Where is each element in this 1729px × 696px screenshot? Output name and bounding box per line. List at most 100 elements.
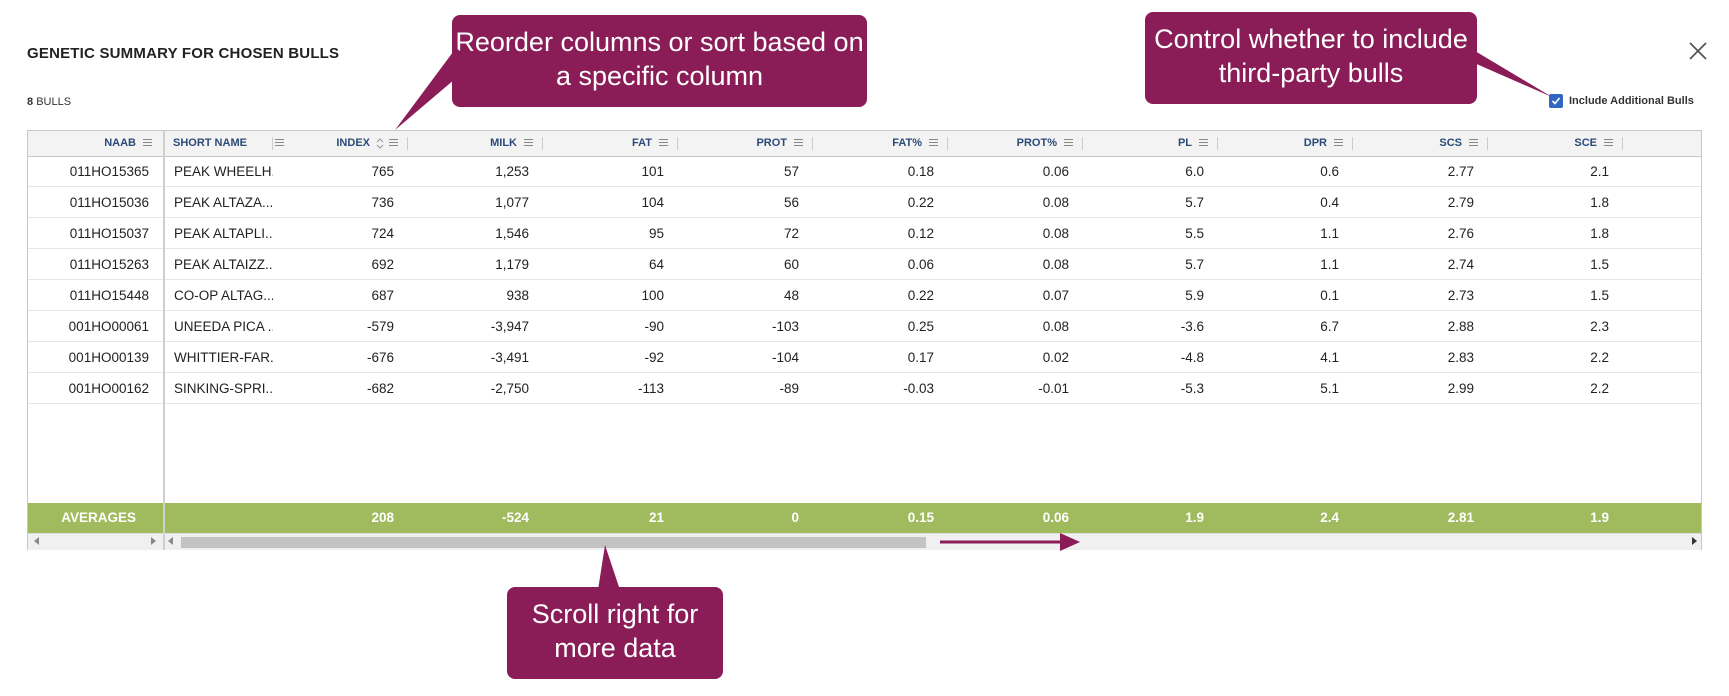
cell-fat: 104 bbox=[641, 195, 664, 210]
column-menu-icon[interactable] bbox=[143, 139, 152, 147]
cell-prot-pct: 0.06 bbox=[1042, 164, 1069, 179]
horizontal-scrollbar[interactable] bbox=[28, 533, 1701, 550]
cell-prot-pct: 0.08 bbox=[1042, 257, 1069, 272]
cell-short-name: PEAK ALTAPLI... bbox=[174, 226, 273, 241]
column-resize-handle[interactable] bbox=[542, 137, 543, 150]
column-header-label: DPR bbox=[1303, 137, 1327, 149]
average-index: 208 bbox=[371, 510, 394, 525]
pinned-column-divider bbox=[163, 131, 165, 534]
cell-dpr: 1.1 bbox=[1320, 257, 1339, 272]
column-resize-handle[interactable] bbox=[1217, 137, 1218, 150]
column-menu-icon[interactable] bbox=[275, 139, 284, 147]
cell-fat-pct: -0.03 bbox=[903, 381, 934, 396]
close-button[interactable] bbox=[1685, 38, 1711, 64]
column-menu-icon[interactable] bbox=[524, 139, 533, 147]
column-resize-handle[interactable] bbox=[677, 137, 678, 150]
cell-prot: 57 bbox=[783, 164, 799, 179]
cell-milk: 1,546 bbox=[495, 226, 529, 241]
cell-prot: -103 bbox=[771, 319, 799, 334]
include-additional-bulls-label: Include Additional Bulls bbox=[1569, 95, 1694, 107]
cell-short-name: UNEEDA PICA ... bbox=[174, 319, 273, 334]
table-row[interactable]: 011HO15036 PEAK ALTAZA... 736 1,077 104 56 0.2… bbox=[28, 187, 1701, 218]
average-fat-pct: 0.15 bbox=[907, 510, 934, 525]
scroll-right-arrow-icon[interactable] bbox=[151, 537, 156, 545]
column-resize-handle[interactable] bbox=[1082, 137, 1083, 150]
cell-naab: 001HO00162 bbox=[68, 381, 149, 396]
cell-prot-pct: 0.07 bbox=[1042, 288, 1069, 303]
column-header-fat[interactable]: FAT bbox=[543, 131, 678, 156]
column-menu-icon[interactable] bbox=[1604, 139, 1613, 147]
include-additional-bulls-checkbox[interactable] bbox=[1549, 94, 1563, 108]
column-header-scs[interactable]: SCS bbox=[1353, 131, 1488, 156]
column-resize-handle[interactable] bbox=[1352, 137, 1353, 150]
column-menu-icon[interactable] bbox=[389, 139, 398, 147]
cell-dpr: 0.1 bbox=[1320, 288, 1339, 303]
cell-milk: -3,947 bbox=[490, 319, 529, 334]
column-resize-handle[interactable] bbox=[1622, 137, 1623, 150]
column-menu-icon[interactable] bbox=[1064, 139, 1073, 147]
cell-short-name: WHITTIER-FAR... bbox=[174, 350, 273, 365]
column-header-sce[interactable]: SCE bbox=[1488, 131, 1623, 156]
column-menu-icon[interactable] bbox=[794, 139, 803, 147]
table-row[interactable]: 011HO15037 PEAK ALTAPLI... 724 1,546 95 72 0.1… bbox=[28, 218, 1701, 249]
column-header-label: SHORT NAME bbox=[173, 137, 247, 149]
column-resize-handle[interactable] bbox=[1487, 137, 1488, 150]
average-prot: 0 bbox=[791, 510, 799, 525]
column-header-milk[interactable]: MILK bbox=[408, 131, 543, 156]
table-row[interactable]: 001HO00162 SINKING-SPRI... -682 -2,750 -113 -… bbox=[28, 373, 1701, 404]
column-resize-handle[interactable] bbox=[407, 137, 408, 150]
cell-milk: 1,179 bbox=[495, 257, 529, 272]
cell-prot: -104 bbox=[771, 350, 799, 365]
main-scroll-right-arrow-icon[interactable] bbox=[1692, 537, 1697, 545]
cell-pl: -3.6 bbox=[1180, 319, 1204, 334]
modal-title: GENETIC SUMMARY FOR CHOSEN BULLS bbox=[27, 45, 340, 62]
bull-count: 8 BULLS bbox=[27, 96, 71, 108]
column-header-prot-pct[interactable]: PROT% bbox=[948, 131, 1083, 156]
column-header-short-name[interactable]: SHORT NAME bbox=[165, 131, 284, 156]
column-header-prot[interactable]: PROT bbox=[678, 131, 813, 156]
column-header-naab[interactable]: NAAB bbox=[28, 131, 162, 156]
cell-sce: 1.8 bbox=[1590, 226, 1609, 241]
include-additional-bulls[interactable]: Include Additional Bulls bbox=[1549, 94, 1694, 108]
scroll-left-arrow-icon[interactable] bbox=[34, 537, 39, 545]
column-header-dpr[interactable]: DPR bbox=[1218, 131, 1353, 156]
cell-prot: 72 bbox=[783, 226, 799, 241]
cell-index: -676 bbox=[366, 350, 394, 365]
column-menu-icon[interactable] bbox=[1199, 139, 1208, 147]
column-menu-icon[interactable] bbox=[1334, 139, 1343, 147]
average-pl: 1.9 bbox=[1185, 510, 1204, 525]
cell-naab: 001HO00139 bbox=[68, 350, 149, 365]
main-scroll-left-arrow-icon[interactable] bbox=[168, 537, 173, 545]
cell-prot-pct: 0.08 bbox=[1042, 195, 1069, 210]
column-header-index[interactable]: INDEX bbox=[273, 131, 408, 156]
column-resize-handle[interactable] bbox=[272, 137, 273, 150]
table-row[interactable]: 011HO15263 PEAK ALTAIZZ... 692 1,179 64 60 0.0… bbox=[28, 249, 1701, 280]
cell-milk: -2,750 bbox=[490, 381, 529, 396]
cell-fat-pct: 0.18 bbox=[907, 164, 934, 179]
cell-pl: 5.7 bbox=[1185, 257, 1204, 272]
column-header-pl[interactable]: PL bbox=[1083, 131, 1218, 156]
column-header-label: MILK bbox=[490, 137, 517, 149]
column-header-label: NAAB bbox=[104, 137, 136, 149]
callout-reorder: Reorder columns or sort based on a speci… bbox=[452, 15, 867, 107]
cell-sce: 2.2 bbox=[1590, 350, 1609, 365]
scrollbar-thumb[interactable] bbox=[181, 537, 926, 548]
column-resize-handle[interactable] bbox=[947, 137, 948, 150]
table-row[interactable]: 001HO00139 WHITTIER-FAR... -676 -3,491 -92 -1… bbox=[28, 342, 1701, 373]
third-party-pointer bbox=[1470, 48, 1552, 97]
cell-prot-pct: 0.08 bbox=[1042, 226, 1069, 241]
column-menu-icon[interactable] bbox=[659, 139, 668, 147]
cell-milk: -3,491 bbox=[490, 350, 529, 365]
average-prot-pct: 0.06 bbox=[1042, 510, 1069, 525]
column-menu-icon[interactable] bbox=[929, 139, 938, 147]
column-header-fat-pct[interactable]: FAT% bbox=[813, 131, 948, 156]
column-resize-handle[interactable] bbox=[812, 137, 813, 150]
table-row[interactable]: 011HO15365 PEAK WHEELH... 765 1,253 101 57 0.1… bbox=[28, 156, 1701, 187]
table-row[interactable]: 001HO00061 UNEEDA PICA ... -579 -3,947 -90 -1… bbox=[28, 311, 1701, 342]
sort-icon[interactable] bbox=[376, 138, 384, 149]
table-row[interactable]: 011HO15448 CO-OP ALTAG... 687 938 100 48 0.22 0… bbox=[28, 280, 1701, 311]
column-header-label: FAT% bbox=[892, 137, 922, 149]
scroll-pointer bbox=[598, 545, 620, 590]
cell-short-name: CO-OP ALTAG... bbox=[174, 288, 273, 303]
column-menu-icon[interactable] bbox=[1469, 139, 1478, 147]
